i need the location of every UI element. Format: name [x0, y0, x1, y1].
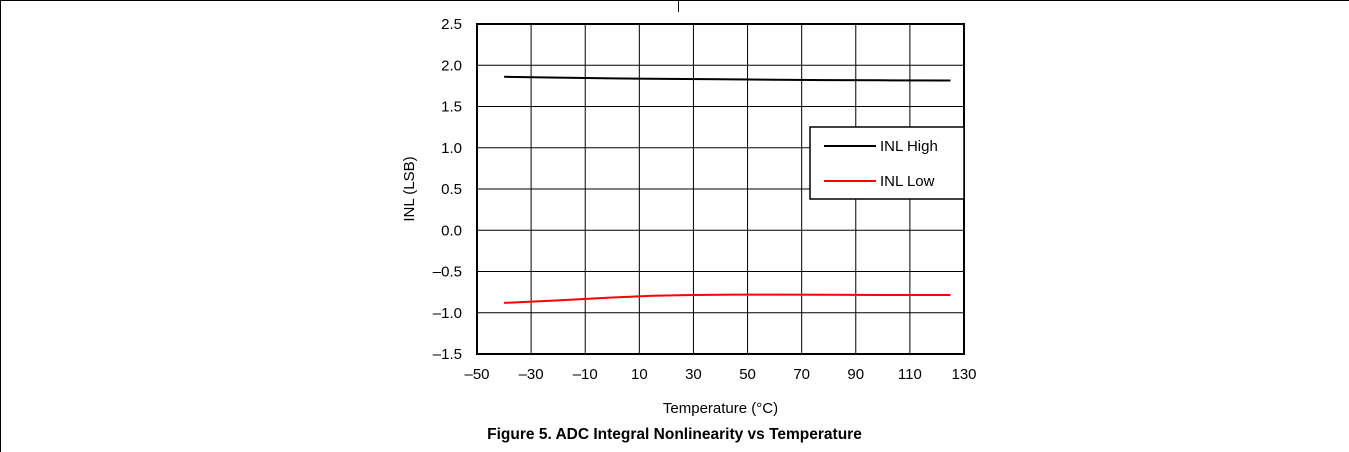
legend-label-1: INL Low: [880, 173, 935, 190]
chart-legend: INL High INL Low: [809, 126, 965, 200]
x-tick-label: –50: [464, 366, 489, 383]
y-tick-label: –1.0: [433, 305, 462, 322]
y-tick-label: 0.5: [441, 181, 462, 198]
y-tick-label: 2.5: [441, 16, 462, 33]
x-tick-label: 130: [951, 366, 976, 383]
y-tick-label: 0.0: [441, 222, 462, 239]
x-axis-label: Temperature (°C): [663, 400, 778, 417]
x-tick-label: 50: [739, 366, 756, 383]
legend-label-0: INL High: [880, 138, 938, 155]
x-tick-label: –10: [573, 366, 598, 383]
y-axis-label: INL (LSB): [401, 156, 418, 221]
data-series: [504, 75, 951, 304]
y-tick-label: –1.5: [433, 346, 462, 363]
x-tick-label: 110: [898, 366, 922, 383]
series-line-0: [504, 75, 951, 82]
x-tick-labels: –50 –30 –10 10 30 50 70 90 110 130: [464, 366, 976, 383]
y-tick-label: –0.5: [433, 264, 462, 281]
page-frame-left: [0, 0, 1, 452]
column-divider-tick: [678, 0, 679, 12]
x-tick-label: 90: [847, 366, 864, 383]
x-tick-label: 10: [631, 366, 648, 383]
y-tick-label: 1.5: [441, 99, 462, 116]
x-tick-label: 30: [685, 366, 702, 383]
y-tick-label: 1.0: [441, 140, 462, 157]
series-line-1: [504, 293, 951, 304]
y-tick-label: 2.0: [441, 57, 462, 74]
legend-box: [809, 126, 965, 200]
x-tick-label: –30: [519, 366, 544, 383]
page-frame-top: [0, 0, 1349, 1]
figure-caption: Figure 5. ADC Integral Nonlinearity vs T…: [487, 426, 862, 443]
x-tick-label: 70: [793, 366, 810, 383]
y-tick-labels: –1.5 –1.0 –0.5 0.0 0.5 1.0 1.5 2.0 2.5: [433, 16, 462, 363]
